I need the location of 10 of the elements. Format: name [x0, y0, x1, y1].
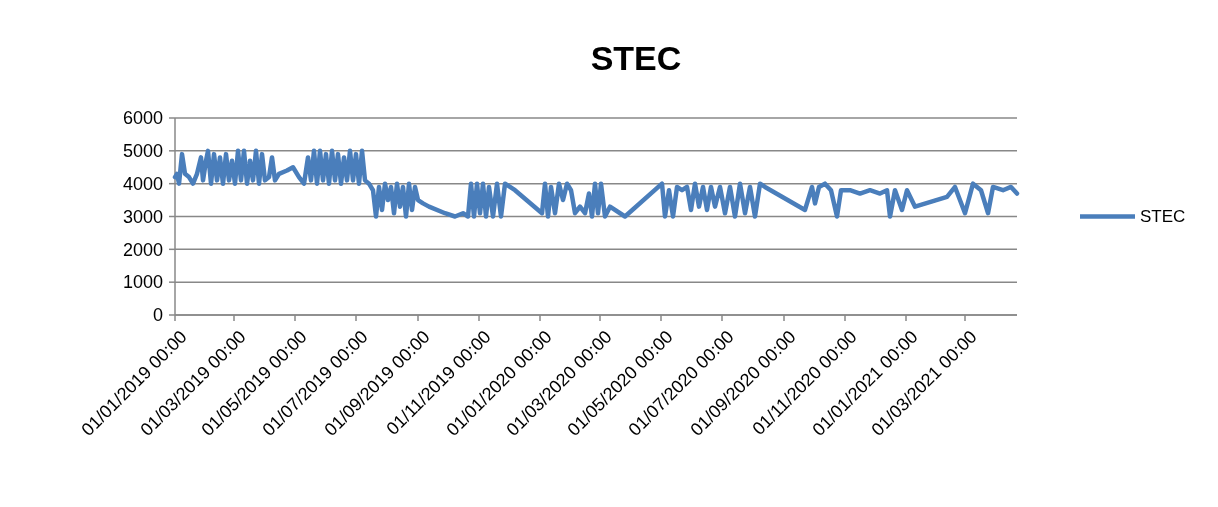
y-tick-label: 4000	[122, 173, 163, 194]
y-tick-label: 0	[152, 305, 163, 326]
y-tick-label: 1000	[122, 272, 163, 293]
y-tick-label: 6000	[122, 108, 163, 129]
y-tick-label: 3000	[122, 206, 163, 227]
y-tick-label: 5000	[122, 141, 163, 162]
chart-title: STEC	[590, 39, 682, 77]
line-series	[172, 148, 1020, 219]
legend-label: STEC	[1140, 207, 1186, 227]
y-tick-label: 2000	[122, 239, 163, 260]
